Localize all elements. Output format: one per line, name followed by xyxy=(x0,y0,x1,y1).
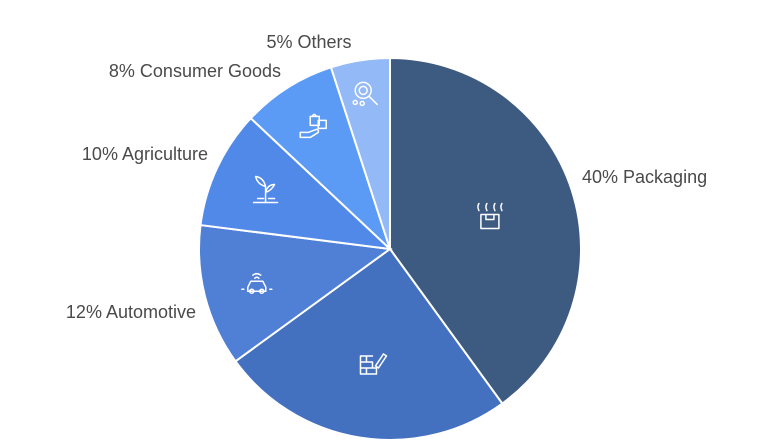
slice-label-agriculture: 10% Agriculture xyxy=(82,144,208,164)
pie-slice-slice-1 xyxy=(234,247,504,440)
pie-slice-packaging xyxy=(389,56,582,405)
pie-slice-consumer-goods xyxy=(249,66,391,250)
slice-label-consumer-goods: 8% Consumer Goods xyxy=(109,61,281,81)
slice-label-others: 5% Others xyxy=(266,32,351,52)
pie-slice-automotive xyxy=(198,223,393,363)
pie-slice-agriculture xyxy=(199,116,393,251)
pie-slice-others xyxy=(329,56,391,250)
slice-label-automotive: 12% Automotive xyxy=(66,302,196,322)
slice-label-packaging: 40% Packaging xyxy=(582,167,707,187)
